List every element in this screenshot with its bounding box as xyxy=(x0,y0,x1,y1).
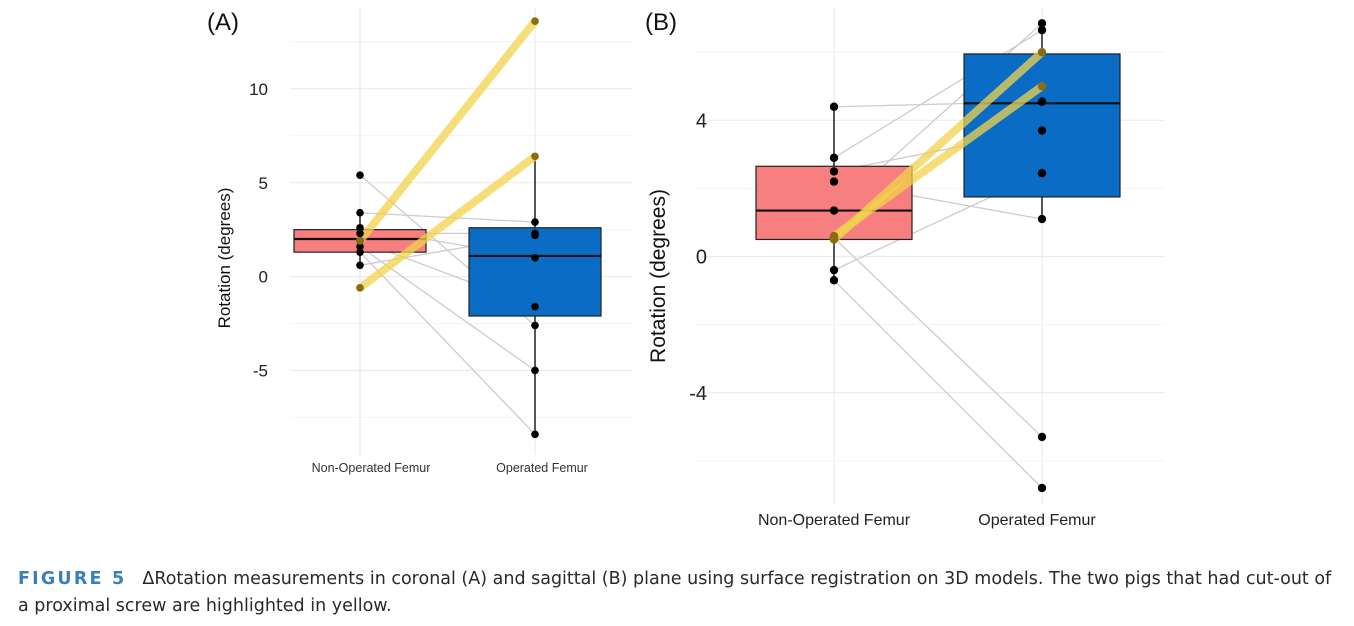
data-point-non-operated xyxy=(829,177,839,186)
pair-line xyxy=(359,251,536,435)
data-point-operated xyxy=(531,430,539,439)
data-point-operated xyxy=(1037,48,1047,57)
data-point-operated xyxy=(1037,168,1047,178)
highlight-line xyxy=(356,152,539,292)
data-point-non-operated xyxy=(356,261,364,270)
y-tick-label: 4 xyxy=(696,111,707,133)
highlight-lines xyxy=(830,48,1046,244)
data-point-non-operated xyxy=(356,284,364,292)
data-point-operated xyxy=(1037,97,1047,106)
category-label-non-operated: Non-Operated Femur xyxy=(758,512,911,529)
data-point-operated xyxy=(1037,19,1047,28)
data-point-non-operated xyxy=(829,206,839,215)
box-non-operated xyxy=(755,165,913,241)
data-point-non-operated xyxy=(829,231,839,241)
points-group xyxy=(356,17,539,439)
figure-canvas: (A) -5 0 5 10 Non-Operated Femur Operated F… xyxy=(207,8,1165,529)
data-point-operated xyxy=(531,321,539,330)
y-tick-labels: -4 0 4 xyxy=(689,111,707,405)
pair-line xyxy=(833,29,1043,159)
caption-label: FIGURE 5 xyxy=(18,569,127,589)
y-tick-label: -4 xyxy=(689,383,707,405)
data-point-operated xyxy=(1037,25,1047,35)
caption-text: ΔRotation measurements in coronal (A) an… xyxy=(18,569,1332,616)
data-point-operated xyxy=(1037,432,1047,442)
y-tick-label: 0 xyxy=(696,247,707,269)
y-tick-label: 5 xyxy=(259,174,268,193)
highlight-line xyxy=(830,82,1046,241)
data-point-operated xyxy=(1037,483,1047,493)
pair-line xyxy=(833,237,1043,438)
panel-label: (A) xyxy=(207,9,239,36)
boxes-group xyxy=(293,156,602,435)
boxes-group xyxy=(755,23,1121,281)
data-point-non-operated xyxy=(829,276,839,285)
data-point-operated xyxy=(531,152,539,161)
panel-a: (A) -5 0 5 10 Non-Operated Femur Operated F… xyxy=(207,8,632,475)
data-point-non-operated xyxy=(829,265,839,275)
y-tick-labels: -5 0 5 10 xyxy=(249,80,268,381)
y-tick-label: 10 xyxy=(249,80,268,99)
panel-label: (B) xyxy=(645,9,677,36)
box-operated xyxy=(468,227,602,317)
data-point-non-operated xyxy=(829,167,839,176)
data-point-operated xyxy=(531,253,539,262)
figure-caption: FIGURE 5 ΔRotation measurements in corona… xyxy=(18,566,1343,620)
data-point-operated xyxy=(531,218,539,226)
data-point-operated xyxy=(531,302,539,311)
category-label-operated: Operated Femur xyxy=(978,512,1096,529)
grid-group xyxy=(290,8,632,455)
data-point-non-operated xyxy=(356,248,364,256)
data-point-operated xyxy=(1037,82,1047,91)
data-point-non-operated xyxy=(356,171,364,179)
data-point-non-operated xyxy=(356,208,364,217)
highlight-lines xyxy=(356,17,539,292)
y-axis-label: Rotation (degrees) xyxy=(215,188,234,329)
data-point-non-operated xyxy=(356,237,364,245)
data-point-operated xyxy=(531,229,539,238)
data-point-operated xyxy=(531,366,539,375)
y-tick-label: 0 xyxy=(259,268,268,287)
data-point-non-operated xyxy=(356,242,364,251)
data-point-non-operated xyxy=(356,223,364,232)
y-axis-label: Rotation (degrees) xyxy=(647,189,670,363)
category-label-non-operated: Non-Operated Femur xyxy=(312,461,431,475)
points-group xyxy=(829,19,1047,493)
panel-b: (B) -4 0 4 Non-Operated Femur Operated Fem… xyxy=(645,8,1165,529)
data-point-operated xyxy=(1037,214,1047,224)
highlight-line xyxy=(356,17,539,245)
data-point-operated xyxy=(1037,126,1047,135)
data-point-non-operated xyxy=(356,229,364,238)
y-tick-label: -5 xyxy=(253,362,268,381)
data-point-non-operated xyxy=(829,153,839,162)
category-label-operated: Operated Femur xyxy=(496,461,588,475)
data-point-non-operated xyxy=(829,102,839,111)
data-point-operated xyxy=(531,17,539,25)
pair-line xyxy=(833,279,1043,489)
